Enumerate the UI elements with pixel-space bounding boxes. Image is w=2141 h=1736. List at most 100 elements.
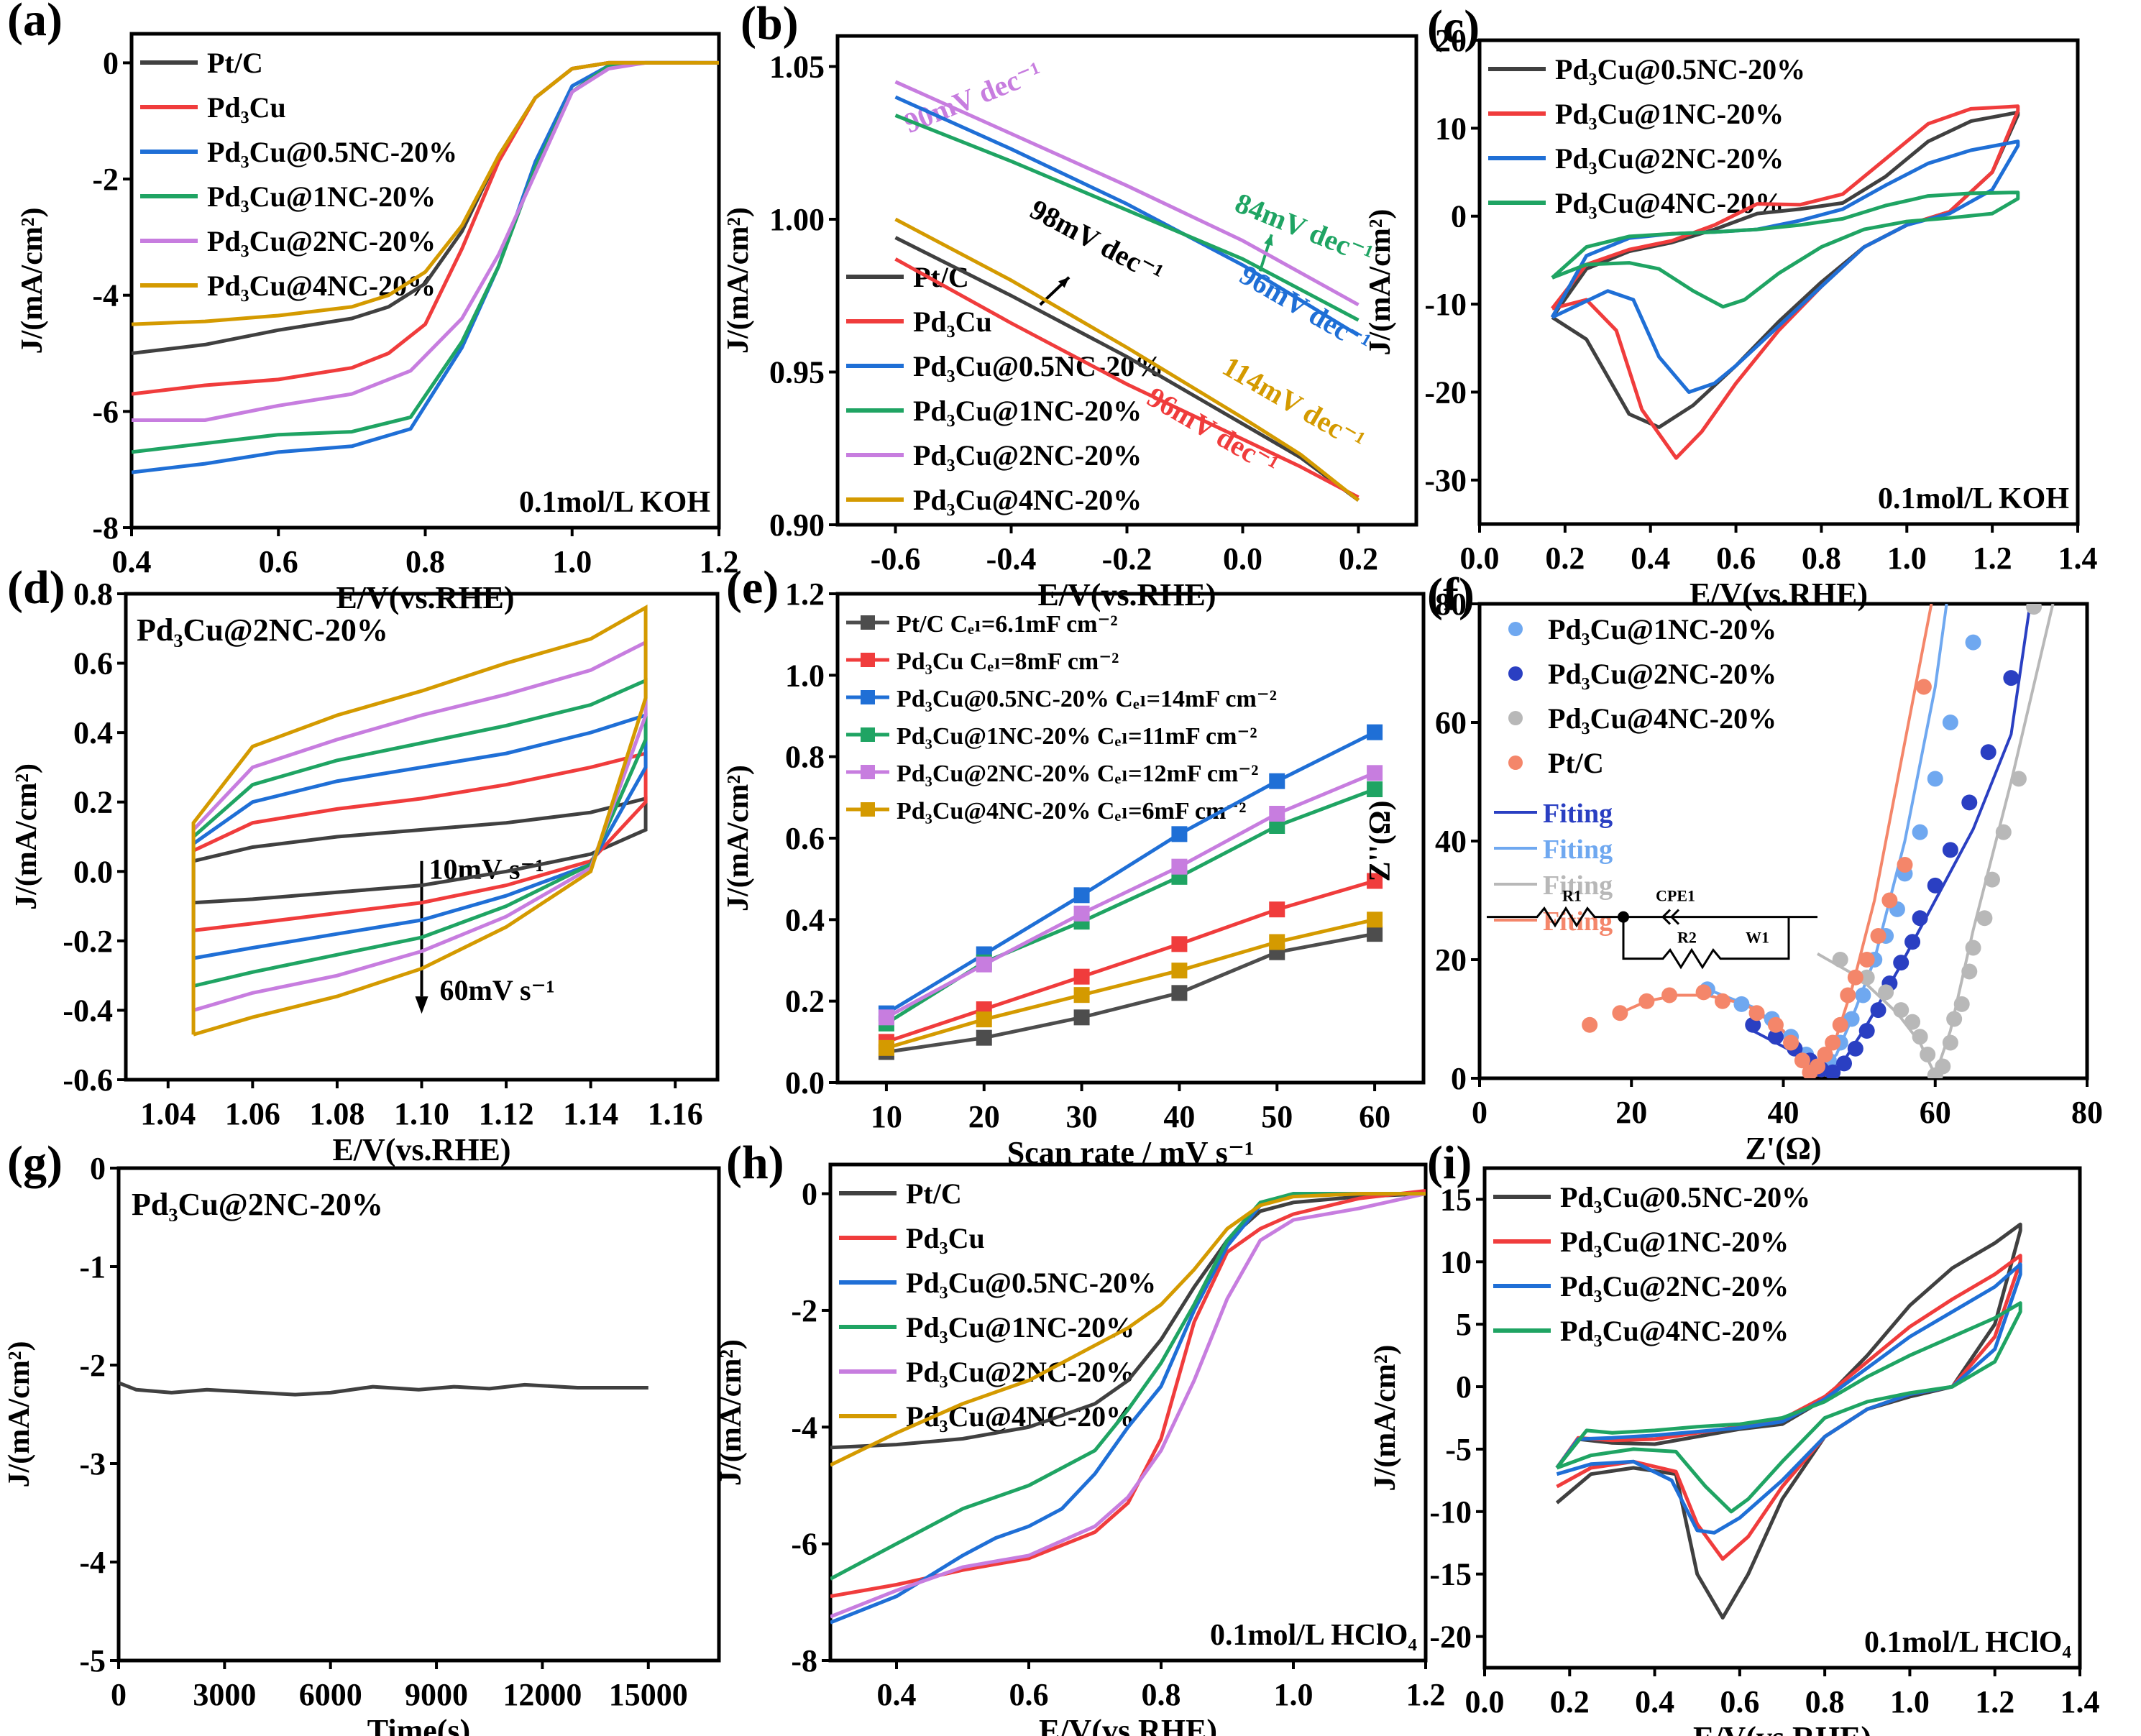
data-point (1858, 969, 1875, 986)
data-marker (878, 1005, 894, 1021)
cv-loop-60-mV-s (191, 605, 648, 1037)
data-point (1980, 744, 1996, 761)
data-marker (1269, 934, 1285, 950)
data-marker (878, 1044, 894, 1060)
data-point (1817, 1047, 1833, 1062)
series-line (830, 1192, 1426, 1467)
x-tick-label: 9000 (405, 1677, 468, 1712)
tafel-slope-label: 84mV dec⁻¹ (1231, 186, 1377, 271)
circuit-label: W1 (1746, 929, 1769, 947)
data-point (1995, 824, 2012, 840)
data-point (1847, 969, 1863, 986)
x-tick-label: -0.2 (1102, 541, 1152, 577)
data-marker (1171, 936, 1188, 952)
x-tick-label: 0.6 (1009, 1677, 1049, 1712)
x-tick-label: 1.08 (309, 1096, 365, 1131)
data-point (1870, 1002, 1886, 1019)
data-point (1927, 877, 1943, 894)
x-tick-label: 10 (871, 1099, 902, 1134)
x-tick-label: 1.4 (2058, 541, 2098, 576)
electrolyte-annotation: 0.1mol/L HClO₄ (1210, 1619, 1417, 1652)
y-tick-label: 1.0 (785, 658, 825, 693)
x-tick-label: 60 (1920, 1095, 1951, 1130)
arrow-label-end: 60mV s⁻¹ (440, 974, 555, 1006)
tafel-slope-label: 96mV dec⁻¹ (1234, 258, 1377, 359)
data-point (1858, 1023, 1875, 1039)
legend-marker (1508, 666, 1523, 681)
electrolyte-annotation: 0.1mol/L HClO₄ (1864, 1626, 2071, 1659)
data-marker (1367, 926, 1383, 942)
x-tick-label: 0.2 (1550, 1684, 1590, 1719)
legend-label: Pd₃Cu (906, 1222, 985, 1254)
data-marker (1269, 806, 1285, 822)
y-tick-label: -20 (1424, 375, 1467, 410)
legend-label: Pd₃Cu (913, 306, 992, 338)
data-point (1832, 1016, 1848, 1033)
x-tick-label: -0.4 (986, 541, 1037, 577)
data-marker (1269, 944, 1285, 960)
data-point (1843, 1011, 1860, 1027)
data-marker (1367, 911, 1383, 928)
legend-label: Fiting (1543, 871, 1613, 901)
legend-label: Pt/C (1548, 747, 1604, 779)
x-tick-label: 0.6 (1720, 1684, 1759, 1719)
data-marker (878, 1034, 894, 1050)
x-tick-label: 40 (1768, 1095, 1800, 1130)
legend-label: Pd₃Cu@1NC-20% (207, 180, 436, 213)
series-line (885, 787, 1375, 1025)
data-point (1893, 955, 1910, 971)
fitting-line (1707, 604, 1948, 1072)
data-point (1820, 1052, 1837, 1069)
cv-loop-20-mV-s (191, 750, 648, 932)
data-point (1961, 963, 1978, 980)
x-tick-label: 0 (111, 1677, 127, 1712)
data-marker (1171, 985, 1188, 1001)
x-tick-label: 0.4 (1631, 541, 1670, 576)
arrow-label-start: 10mV s⁻¹ (429, 853, 544, 885)
data-point (1638, 993, 1655, 1009)
data-point (1961, 794, 1978, 811)
inset-title: Pd₃Cu@2NC-20% (137, 612, 388, 648)
x-tick-label: 0.4 (877, 1677, 917, 1712)
x-tick-label: 0.4 (1635, 1684, 1674, 1719)
x-tick-label: 12000 (503, 1677, 582, 1712)
x-axis-label: E/V(vs.RHE) (1690, 577, 1868, 612)
series-line (894, 80, 1360, 307)
data-point (1897, 857, 1913, 873)
data-point (1832, 1034, 1848, 1051)
x-tick-label: 1.2 (1406, 1677, 1446, 1712)
data-point (1942, 1034, 1958, 1051)
legend-label: Pd₃Cu@4NC-20% Cₑₗ=6mF cm⁻² (897, 798, 1246, 825)
y-tick-label: -20 (1429, 1620, 1472, 1655)
series-line (830, 1192, 1426, 1625)
y-tick-label: 0.8 (73, 577, 113, 612)
legend-label: Fiting (1543, 906, 1613, 937)
plot-frame (116, 1166, 721, 1663)
y-tick-label: -0.6 (63, 1062, 113, 1098)
data-point (1858, 952, 1875, 968)
y-tick-label: -6 (92, 394, 119, 429)
data-marker (878, 1009, 894, 1026)
series-line (885, 771, 1376, 1019)
series-line (894, 257, 1360, 500)
data-marker (976, 946, 992, 963)
data-point (1699, 981, 1715, 998)
y-tick-label: -15 (1429, 1557, 1472, 1592)
data-point (1881, 975, 1898, 991)
legend-marker (1508, 622, 1523, 636)
data-point (1878, 928, 1894, 944)
y-tick-label: 1.05 (769, 50, 825, 85)
y-tick-label: 5 (1456, 1307, 1472, 1342)
data-point (1794, 1052, 1810, 1069)
plot-frame (835, 592, 1426, 1085)
x-tick-label: 0.2 (1545, 541, 1585, 576)
circuit-label: R1 (1562, 887, 1582, 905)
panel-label-d: (d) (7, 561, 65, 614)
y-axis-label: J/(mA/cm²) (722, 765, 755, 911)
x-tick-label: 30 (1066, 1099, 1098, 1134)
data-point (1767, 1029, 1784, 1045)
y-tick-label: -30 (1424, 463, 1467, 498)
